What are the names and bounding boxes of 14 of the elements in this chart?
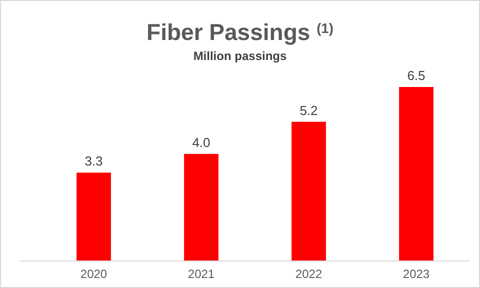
data-label: 3.3: [84, 154, 103, 169]
chart-title: Fiber Passings $^{(1)}$: [146, 19, 334, 45]
x-tick-label: 2021: [188, 267, 215, 281]
bar: [292, 122, 326, 261]
data-label: 6.5: [407, 68, 426, 83]
x-tick-label: 2020: [80, 267, 108, 281]
x-tick-label: 2022: [295, 267, 322, 281]
x-tick-label: 2023: [402, 267, 430, 281]
bar: [399, 87, 434, 261]
bar: [184, 154, 218, 261]
data-label: 5.2: [300, 102, 318, 118]
data-label: 4.0: [192, 134, 210, 150]
chart-subtitle: Million passings: [193, 49, 287, 63]
bar: [76, 172, 111, 261]
